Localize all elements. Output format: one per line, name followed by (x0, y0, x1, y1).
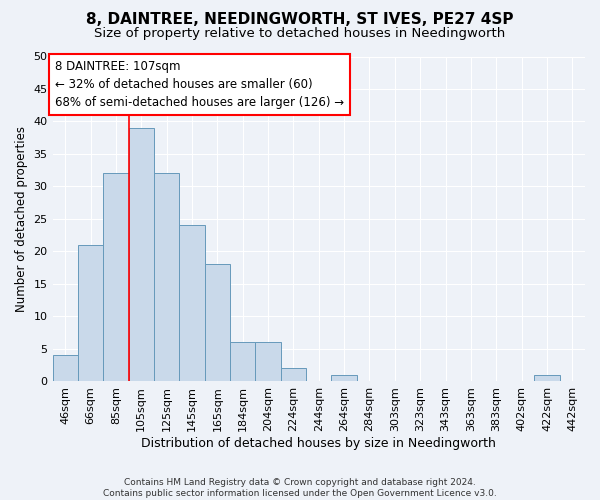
Bar (128, 128, 154, 382)
Bar (230, 342, 256, 382)
X-axis label: Distribution of detached houses by size in Needingworth: Distribution of detached houses by size … (142, 437, 496, 450)
Bar (154, 174, 179, 382)
Bar (331, 375, 357, 382)
Bar (281, 368, 306, 382)
Text: 8, DAINTREE, NEEDINGWORTH, ST IVES, PE27 4SP: 8, DAINTREE, NEEDINGWORTH, ST IVES, PE27… (86, 12, 514, 28)
Text: Contains HM Land Registry data © Crown copyright and database right 2024.
Contai: Contains HM Land Registry data © Crown c… (103, 478, 497, 498)
Bar (534, 375, 560, 382)
Text: Size of property relative to detached houses in Needingworth: Size of property relative to detached ho… (94, 28, 506, 40)
Y-axis label: Number of detached properties: Number of detached properties (15, 126, 28, 312)
Bar (256, 342, 281, 382)
Bar (179, 226, 205, 382)
Bar (53, 356, 78, 382)
Bar (78, 245, 103, 382)
Bar (205, 264, 230, 382)
Text: 8 DAINTREE: 107sqm
← 32% of detached houses are smaller (60)
68% of semi-detache: 8 DAINTREE: 107sqm ← 32% of detached hou… (55, 60, 344, 108)
Bar (103, 174, 128, 382)
